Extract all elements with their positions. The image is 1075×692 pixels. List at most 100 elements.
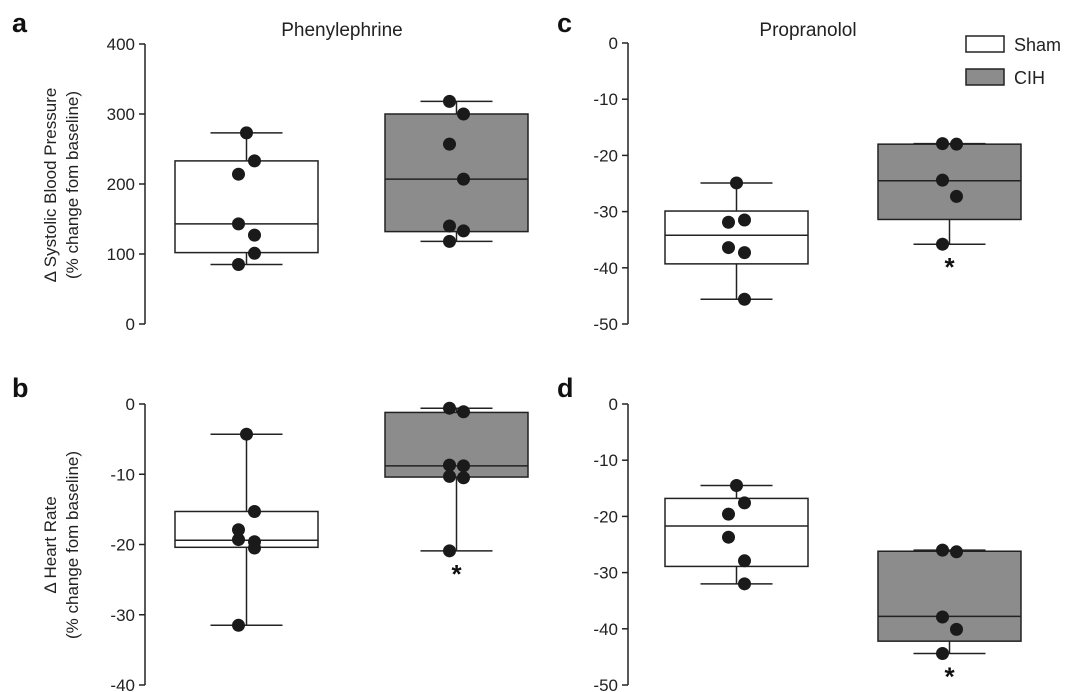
significance-marker: * (451, 559, 462, 589)
data-point (722, 215, 735, 229)
box-sham (664, 497, 809, 568)
data-point (248, 504, 261, 518)
box-group-sham (174, 427, 319, 632)
data-point (443, 137, 456, 151)
box-group-cih: * (877, 137, 1022, 282)
y-tick-label: 300 (107, 105, 135, 124)
data-point (232, 217, 245, 231)
data-point (232, 533, 245, 547)
ylabel-line-1: Δ Systolic Blood Pressure (41, 88, 60, 283)
legend-label-sham: Sham (1014, 35, 1061, 55)
box-sham (664, 210, 809, 265)
box-sham (174, 160, 319, 254)
box-cih (877, 143, 1022, 221)
panel-letter-a: a (12, 8, 28, 38)
data-point (738, 577, 751, 591)
box-cih (384, 411, 529, 478)
box-group-sham (664, 478, 809, 591)
data-point (248, 541, 261, 555)
y-tick-label: 400 (107, 35, 135, 54)
data-point (232, 167, 245, 181)
data-point (443, 219, 456, 233)
panel-letter-c: c (557, 8, 572, 38)
data-point (457, 405, 470, 419)
y-tick-label: -50 (593, 315, 618, 334)
y-tick-label: -30 (110, 606, 135, 625)
data-point (936, 610, 949, 624)
significance-marker: * (944, 662, 955, 692)
panel-b-phenylephrine-hr: 0 -10 -20 -30 -40 * (110, 395, 529, 692)
panel-c-propranolol-sbp: 0 -10 -20 -30 -40 -50 * (593, 34, 1022, 334)
data-point (950, 545, 963, 559)
data-point (443, 401, 456, 415)
data-point (443, 234, 456, 248)
box-group-cih: * (384, 401, 529, 589)
box-group-cih: * (877, 543, 1022, 692)
data-point (240, 126, 253, 140)
panel-a-phenylephrine-sbp: 0 100 200 300 400 (107, 35, 529, 334)
y-tick-label: -10 (593, 90, 618, 109)
data-point (248, 228, 261, 242)
data-point (730, 176, 743, 190)
panel-d-propranolol-hr: 0 -10 -20 -30 -40 -50 * (593, 395, 1022, 692)
box-cih (384, 113, 529, 233)
y-tick-label: -40 (593, 620, 618, 639)
data-point (457, 107, 470, 121)
significance-marker: * (944, 252, 955, 282)
box-cih (877, 550, 1022, 642)
y-tick-label: -20 (593, 146, 618, 165)
data-point (738, 496, 751, 510)
panel-letter-d: d (557, 373, 574, 403)
data-point (457, 172, 470, 186)
y-tick-label: -10 (110, 465, 135, 484)
data-point (738, 554, 751, 568)
data-point (950, 622, 963, 636)
data-point (443, 94, 456, 108)
y-tick-label: -50 (593, 676, 618, 692)
data-point (936, 173, 949, 187)
y-tick-label: -20 (110, 536, 135, 555)
box-sham (174, 510, 319, 549)
data-point (936, 647, 949, 661)
data-point (950, 189, 963, 203)
ylabel-line-2: (% change fom baseline) (63, 91, 82, 279)
legend-swatch-sham (965, 35, 1005, 53)
panel-title-propranolol: Propranolol (759, 20, 856, 41)
y-tick-label: -30 (593, 564, 618, 583)
data-point (722, 241, 735, 255)
y-tick-label: 0 (609, 34, 618, 53)
y-tick-label: 100 (107, 245, 135, 264)
data-point (457, 459, 470, 473)
ylabel-line-2: (% change fom baseline) (63, 451, 82, 639)
data-point (950, 137, 963, 151)
y-tick-label: 0 (609, 395, 618, 414)
data-point (240, 427, 253, 441)
data-point (457, 471, 470, 485)
y-tick-label: -40 (593, 259, 618, 278)
data-point (232, 523, 245, 537)
legend: Sham CIH (965, 35, 1061, 88)
data-point (936, 543, 949, 557)
data-point (443, 469, 456, 483)
data-point (248, 246, 261, 260)
panel-title-phenylephrine: Phenylephrine (281, 20, 402, 41)
data-point (936, 137, 949, 151)
data-point (722, 530, 735, 544)
y-tick-label: -30 (593, 203, 618, 222)
box-group-sham (174, 126, 319, 271)
box-group-sham (664, 176, 809, 306)
box-group-cih (384, 94, 529, 248)
y-tick-label: 200 (107, 175, 135, 194)
data-point (232, 258, 245, 271)
y-tick-label: -40 (110, 676, 135, 692)
data-point (232, 618, 245, 632)
data-point (730, 478, 743, 492)
y-tick-label: 0 (126, 315, 135, 334)
y-tick-label: -20 (593, 507, 618, 526)
data-point (738, 213, 751, 227)
data-point (738, 292, 751, 306)
legend-label-cih: CIH (1014, 68, 1045, 88)
ylabel-heart-rate: Δ Heart Rate (% change fom baseline) (41, 451, 82, 639)
data-point (936, 237, 949, 251)
